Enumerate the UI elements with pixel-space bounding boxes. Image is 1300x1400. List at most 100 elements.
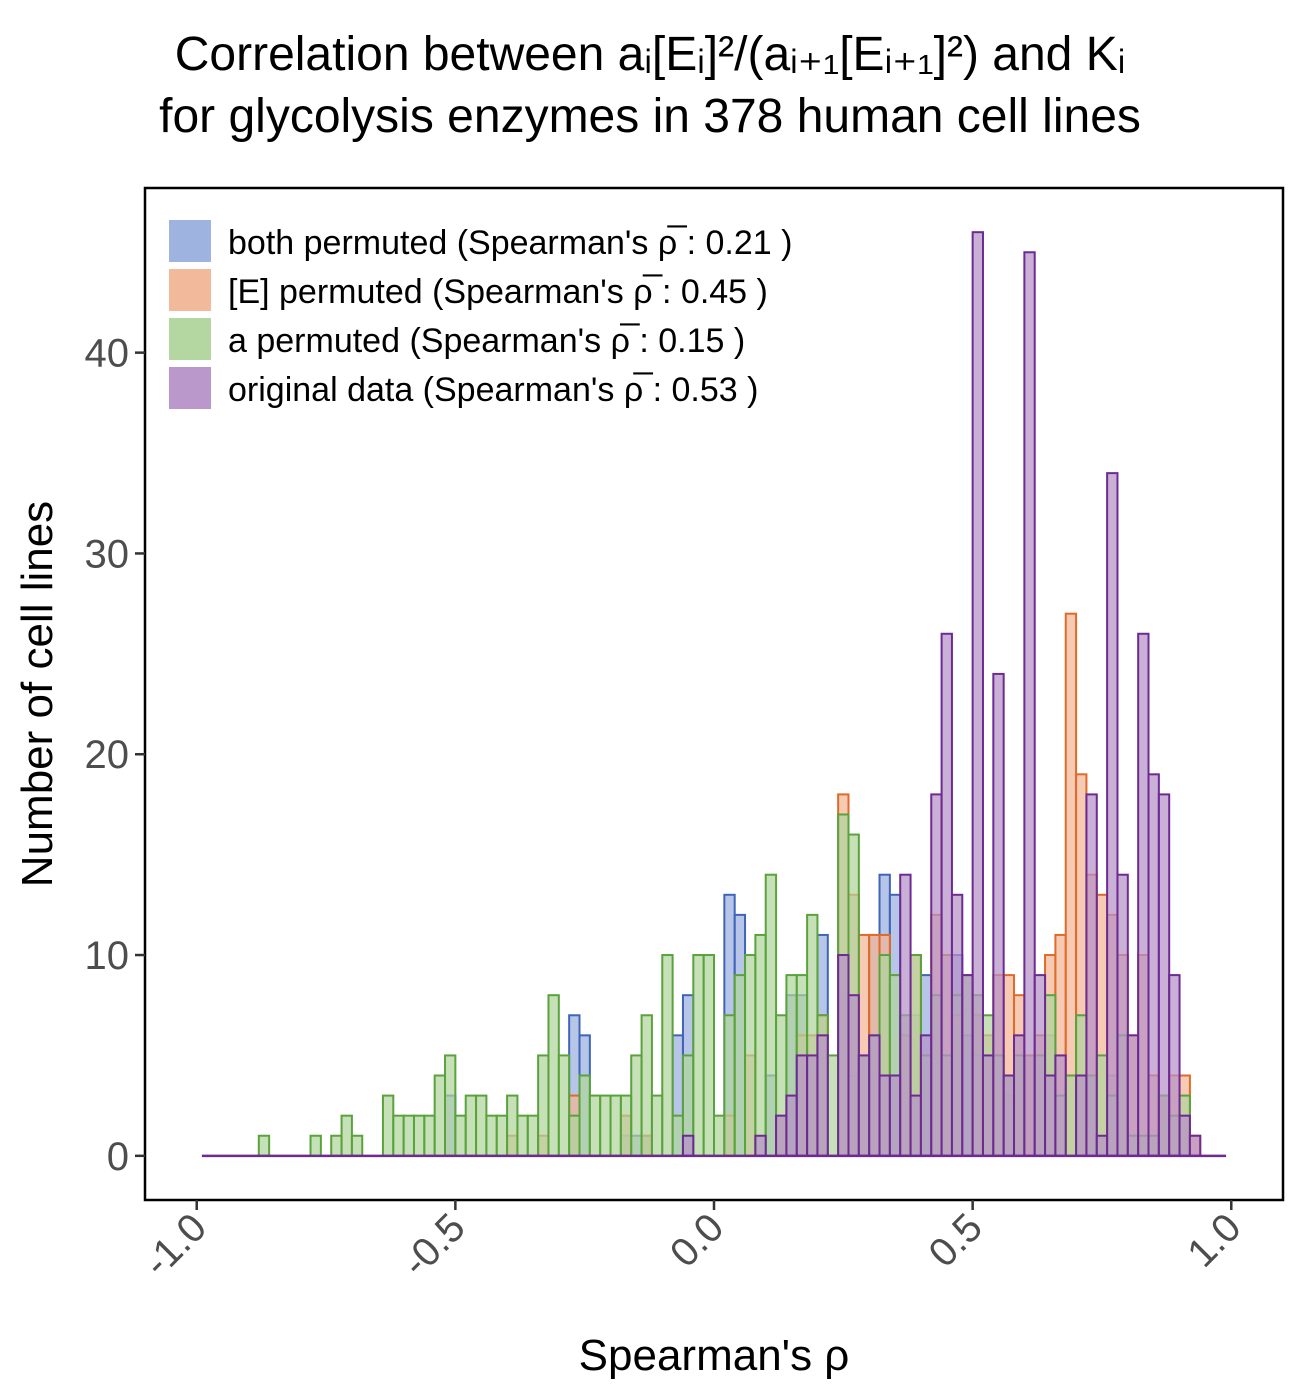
legend-item: original data (Spearman's ρ̅ : 0.53 ) bbox=[169, 367, 758, 409]
legend-swatch bbox=[169, 220, 211, 262]
legend-swatch bbox=[169, 269, 211, 311]
histogram-bar bbox=[785, 1094, 798, 1157]
histogram-bar bbox=[950, 893, 964, 1157]
histogram-bar bbox=[444, 1054, 457, 1157]
y-tick-label: 40 bbox=[85, 332, 130, 376]
histogram-bar bbox=[1147, 773, 1160, 1157]
histogram-bar bbox=[692, 954, 705, 1157]
x-tick-label: 0.5 bbox=[921, 1205, 991, 1275]
histogram-bar bbox=[1137, 632, 1150, 1157]
histogram-bar bbox=[1157, 793, 1171, 1157]
histogram-bar bbox=[661, 954, 674, 1157]
histogram-bar bbox=[630, 1054, 643, 1157]
histogram-bar bbox=[609, 1094, 622, 1157]
histogram-bar bbox=[981, 1054, 995, 1157]
x-tick-label: 1.0 bbox=[1179, 1205, 1249, 1275]
legend-item: [E] permuted (Spearman's ρ̅ : 0.45 ) bbox=[169, 269, 768, 311]
histogram-bar bbox=[475, 1094, 488, 1157]
histogram-bar bbox=[826, 1054, 840, 1157]
legend-label: both permuted (Spearman's ρ̅ : 0.21 ) bbox=[228, 224, 792, 262]
histogram-bar bbox=[485, 1114, 498, 1157]
histogram-bar bbox=[1188, 1134, 1202, 1157]
y-tick-label: 30 bbox=[85, 532, 130, 576]
histogram-bar bbox=[547, 994, 560, 1157]
legend: both permuted (Spearman's ρ̅ : 0.21 ) [E]… bbox=[169, 220, 792, 409]
histogram-bar bbox=[557, 1054, 571, 1157]
histogram-bar bbox=[681, 1134, 695, 1157]
histogram-bar bbox=[1064, 612, 1078, 1157]
histogram-bar bbox=[888, 1074, 902, 1157]
histogram-bar bbox=[847, 994, 860, 1157]
y-tick-label: 0 bbox=[107, 1135, 129, 1179]
histogram-bar bbox=[640, 1014, 653, 1157]
x-axis-title: Spearman's ρ bbox=[579, 1331, 850, 1380]
histogram-bar bbox=[309, 1134, 322, 1157]
histogram-bar bbox=[899, 873, 912, 1157]
histogram-bar bbox=[257, 1134, 271, 1157]
histogram-bar bbox=[754, 933, 767, 1157]
histogram-bar bbox=[619, 1094, 633, 1157]
histogram-bar bbox=[816, 1034, 829, 1157]
histogram-bar bbox=[702, 954, 715, 1157]
legend-label: original data (Spearman's ρ̅ : 0.53 ) bbox=[228, 371, 758, 409]
histogram-bar bbox=[423, 1114, 436, 1157]
histogram-bar bbox=[1106, 472, 1119, 1157]
chart-title-line-1: Correlation between aᵢ[Eᵢ]²/(aᵢ₊₁[Eᵢ₊₁]²… bbox=[175, 28, 1126, 81]
histogram-bar bbox=[837, 954, 850, 1157]
histogram-bar bbox=[537, 1054, 550, 1157]
histogram-bar bbox=[713, 1114, 726, 1157]
histogram-bar bbox=[764, 873, 778, 1157]
histogram-bar bbox=[588, 1094, 602, 1157]
legend-label: [E] permuted (Spearman's ρ̅ : 0.45 ) bbox=[228, 273, 768, 311]
histogram-bar bbox=[392, 1114, 405, 1157]
legend-swatch bbox=[169, 318, 211, 360]
histogram-bar bbox=[330, 1134, 343, 1157]
chart-title: Correlation between aᵢ[Eᵢ]²/(aᵢ₊₁[Eᵢ₊₁]²… bbox=[159, 28, 1141, 143]
histogram-bar bbox=[806, 1054, 819, 1157]
legend-label: a permuted (Spearman's ρ̅ : 0.15 ) bbox=[228, 322, 745, 360]
histogram-bar bbox=[506, 1094, 519, 1157]
x-tick-label: -1.0 bbox=[135, 1205, 215, 1285]
histogram-bar bbox=[1013, 1034, 1026, 1157]
histogram-bar bbox=[723, 1014, 736, 1157]
histogram-bar bbox=[381, 1094, 395, 1157]
x-tick-label: -0.5 bbox=[394, 1205, 474, 1285]
histogram-bar bbox=[599, 1094, 612, 1157]
histogram-bar bbox=[857, 1054, 871, 1157]
histogram-bar bbox=[1085, 793, 1098, 1157]
histogram-bar bbox=[568, 1114, 581, 1157]
chart-title-line-2: for glycolysis enzymes in 378 human cell… bbox=[159, 90, 1141, 143]
histogram-bar bbox=[1178, 1114, 1191, 1157]
histogram-bar bbox=[930, 793, 943, 1157]
histogram-bar bbox=[412, 1114, 426, 1157]
histogram-bar bbox=[744, 954, 757, 1157]
histogram-bar bbox=[1054, 1054, 1067, 1157]
histogram-bar bbox=[526, 1114, 540, 1157]
histogram-bar bbox=[1023, 251, 1036, 1157]
histogram-bar bbox=[940, 632, 953, 1157]
histogram-bar bbox=[1126, 1034, 1140, 1157]
legend-item: both permuted (Spearman's ρ̅ : 0.21 ) bbox=[169, 220, 792, 262]
histogram-bar bbox=[909, 1094, 922, 1157]
histogram-bar bbox=[671, 1114, 684, 1157]
histogram-bar bbox=[775, 1114, 788, 1157]
histogram-bar bbox=[971, 231, 984, 1157]
histogram-bar bbox=[578, 1074, 591, 1157]
histogram-bar bbox=[1075, 1074, 1088, 1157]
histogram-bar bbox=[350, 1134, 364, 1157]
y-tick-label: 20 bbox=[85, 733, 130, 777]
histogram-bar bbox=[1033, 974, 1047, 1157]
histogram-bar bbox=[516, 1114, 529, 1157]
histogram-bar bbox=[464, 1094, 478, 1157]
histogram-bar bbox=[1002, 1074, 1016, 1157]
legend-swatch bbox=[169, 367, 211, 409]
histogram-bar bbox=[754, 1134, 767, 1157]
y-tick-label: 10 bbox=[85, 934, 130, 978]
histogram-bar bbox=[868, 1034, 881, 1157]
histogram-bar bbox=[650, 1094, 664, 1157]
histogram-bar bbox=[402, 1114, 415, 1157]
histogram-bar bbox=[1044, 1074, 1057, 1157]
histogram-bar bbox=[1095, 1134, 1109, 1157]
